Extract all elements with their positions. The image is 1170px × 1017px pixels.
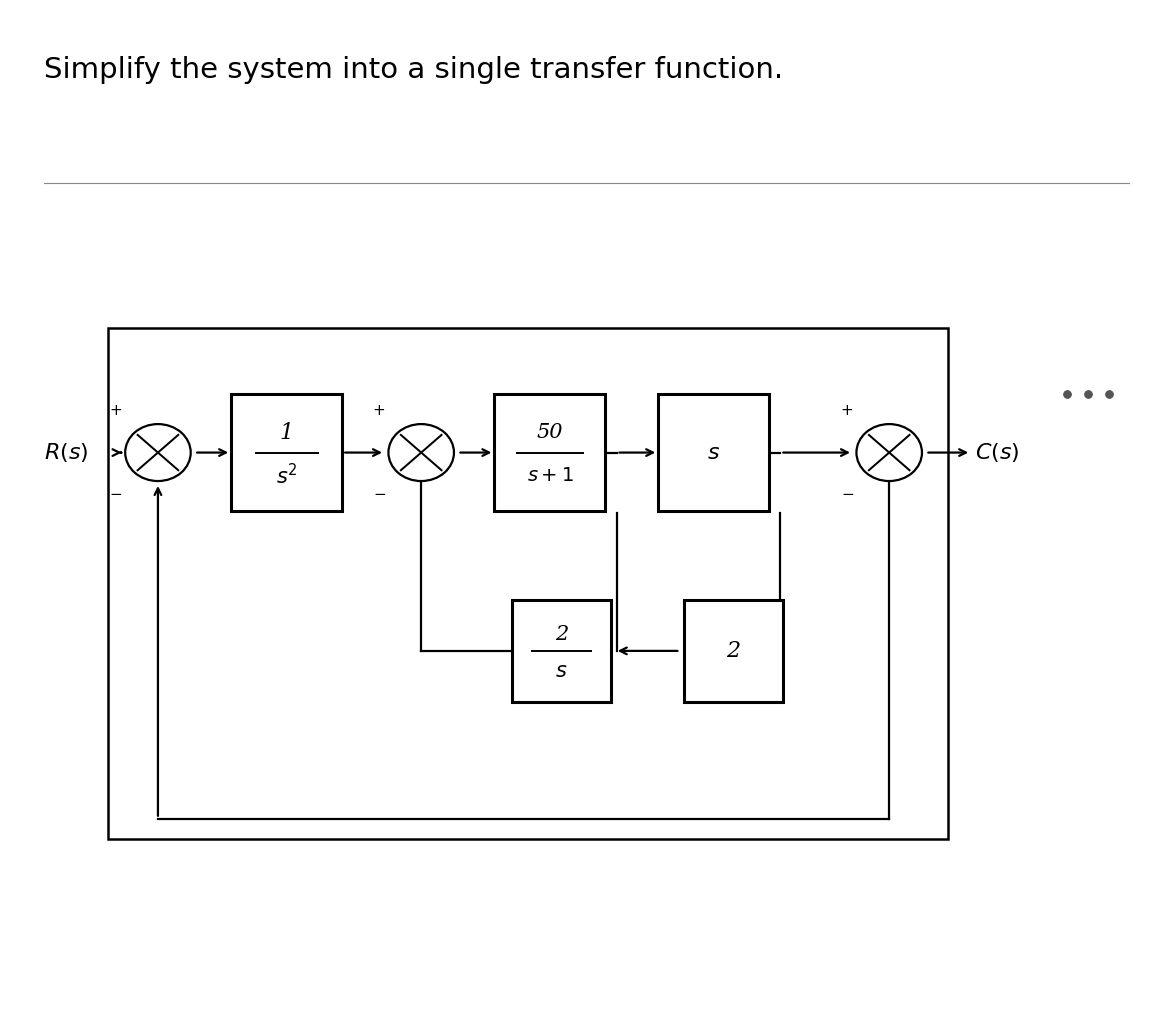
Text: $s+1$: $s+1$ [526,467,573,485]
Text: $-$: $-$ [840,485,854,500]
Bar [683,600,784,702]
Text: +: + [110,403,122,418]
Text: 2: 2 [555,625,569,644]
Bar [512,600,611,702]
Text: $s$: $s$ [707,441,721,464]
Text: $C(s)$: $C(s)$ [975,441,1019,464]
Bar [108,327,948,839]
Bar [232,395,342,511]
Text: +: + [373,403,385,418]
Bar [658,395,770,511]
Text: 1: 1 [280,422,294,443]
Text: +: + [841,403,853,418]
Text: $s^2$: $s^2$ [276,464,297,488]
Bar [494,395,606,511]
Text: $-$: $-$ [109,485,123,500]
Text: $s$: $s$ [556,662,567,680]
Text: $R(s)$: $R(s)$ [44,441,89,464]
Text: Simplify the system into a single transfer function.: Simplify the system into a single transf… [44,56,784,84]
Text: 50: 50 [537,423,563,442]
Text: 2: 2 [727,640,741,662]
Text: $-$: $-$ [372,485,386,500]
